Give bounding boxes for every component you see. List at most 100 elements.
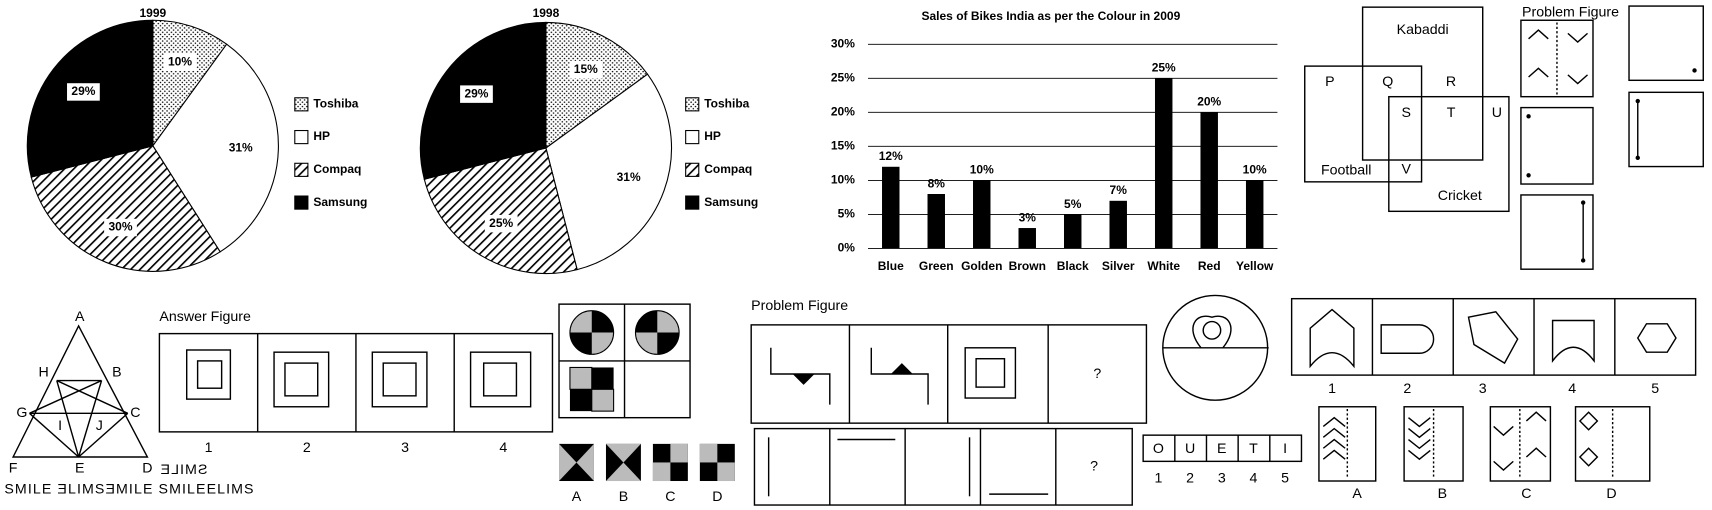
legend-label: Toshiba xyxy=(313,96,358,110)
legend-swatch xyxy=(685,97,700,112)
option-label: C xyxy=(665,489,675,505)
option-label: 2 xyxy=(1403,381,1411,397)
letter-index: 5 xyxy=(1281,471,1289,487)
y-tick-label: 10% xyxy=(831,173,855,187)
option-label: A xyxy=(572,489,582,505)
region-label: R xyxy=(1446,74,1456,90)
value-label: 25% xyxy=(489,216,513,230)
legend-swatch xyxy=(685,162,700,177)
legend-swatch xyxy=(685,129,700,145)
pie-slice xyxy=(152,43,279,253)
pie-slice xyxy=(152,19,228,148)
venn: Kabaddi Football Cricket P Q R S T U V xyxy=(1304,6,1510,213)
legend-label: HP xyxy=(704,129,721,143)
value-label: 25% xyxy=(1152,61,1176,75)
label-bg xyxy=(612,169,645,187)
value-label: 7% xyxy=(1110,183,1128,197)
set-label: Football xyxy=(1321,163,1371,179)
option-label: D xyxy=(1606,486,1616,502)
letter-index: 1 xyxy=(1154,471,1162,487)
option-label: 4 xyxy=(1568,381,1576,397)
label-bg xyxy=(224,139,258,158)
set-label: Cricket xyxy=(1438,188,1482,204)
pie-slice xyxy=(423,147,578,275)
x-tick-label: Brown xyxy=(1009,259,1046,273)
pie-slice xyxy=(30,145,221,272)
option-label: 3 xyxy=(1479,381,1487,397)
option-label: 1 xyxy=(205,440,213,456)
letter-index: 4 xyxy=(1249,471,1257,487)
bar xyxy=(1245,180,1264,249)
x-tick-label: Silver xyxy=(1102,259,1135,273)
region-label: P xyxy=(1325,74,1334,90)
shape-puzzle: 1 2 3 4 5 xyxy=(1290,297,1697,397)
legend-swatch xyxy=(294,195,309,210)
vertex-label: J xyxy=(96,418,103,434)
region-label: S xyxy=(1402,105,1411,121)
section-title: Answer Figure xyxy=(159,309,251,325)
value-label: 29% xyxy=(464,86,488,100)
value-label: 31% xyxy=(617,170,641,184)
vertex-label: G xyxy=(16,405,27,421)
option-label: 4 xyxy=(499,440,507,456)
bar xyxy=(1063,214,1082,249)
bar xyxy=(1154,78,1173,249)
bar xyxy=(882,166,900,249)
x-tick-label: Yellow xyxy=(1236,259,1274,273)
value-label: 15% xyxy=(574,62,598,76)
pie-slice xyxy=(545,21,649,150)
value-label: 20% xyxy=(1197,95,1221,109)
region-label: T xyxy=(1447,105,1456,121)
letter-index: 3 xyxy=(1218,471,1226,487)
legend-label: Compaq xyxy=(704,162,752,176)
vertex-label: C xyxy=(130,405,140,421)
label-bg xyxy=(67,83,100,101)
value-label: 8% xyxy=(928,176,946,190)
region-label: Q xyxy=(1382,74,1393,90)
value-label: 3% xyxy=(1019,210,1037,224)
charts: 1999 10% Toshiba 31% HP 30% Compaq 29% Samsung 19… xyxy=(26,6,1278,275)
option-label: D xyxy=(712,489,722,505)
value-label: 10% xyxy=(168,54,192,68)
chart-title: Sales of Bikes India as per the Colour i… xyxy=(922,9,1181,23)
problem-figure-top: Problem Figure xyxy=(1520,4,1704,270)
vertex-label: D xyxy=(142,461,152,477)
set-label: Kabaddi xyxy=(1397,22,1449,38)
football-set xyxy=(1304,65,1423,183)
value-label: 5% xyxy=(1064,197,1082,211)
option-label: C xyxy=(1521,486,1531,502)
kabaddi-set xyxy=(1361,6,1484,161)
option-label: 2 xyxy=(303,440,311,456)
figure-box xyxy=(1628,91,1704,168)
label-bg xyxy=(484,214,518,233)
option-label: B xyxy=(619,489,628,505)
value-label: 29% xyxy=(71,84,95,98)
vertex-label: H xyxy=(39,365,49,381)
option-label: B xyxy=(1438,486,1447,502)
x-tick-label: Golden xyxy=(961,259,1002,273)
legend-swatch xyxy=(294,97,309,112)
x-tick-label: Black xyxy=(1057,259,1089,273)
cricket-set xyxy=(1388,95,1510,213)
problem-figure: Problem Figure ? ? xyxy=(750,294,1269,506)
figure-box xyxy=(1628,5,1704,82)
value-label: 31% xyxy=(229,141,253,155)
vertex-label: F xyxy=(9,461,18,477)
x-tick-label: White xyxy=(1147,259,1180,273)
chevron-options: A B C D xyxy=(1318,406,1651,502)
legend-label: Compaq xyxy=(313,162,361,176)
vertex-label: E xyxy=(75,461,84,477)
label-bg xyxy=(104,218,137,237)
option-label: 1 xyxy=(1328,381,1336,397)
bar xyxy=(973,180,991,249)
x-tick-label: Green xyxy=(919,259,954,273)
bar xyxy=(927,194,945,249)
figure-box xyxy=(1520,106,1594,185)
triangle-puzzle: A H B G I J C F E D SMILE SMILE ƎLIMSƎMI… xyxy=(4,309,253,498)
figure-box xyxy=(1520,194,1594,270)
legend-label: HP xyxy=(313,129,330,143)
y-tick-label: 30% xyxy=(831,36,855,50)
value-label: 12% xyxy=(879,149,903,163)
vertex-label: I xyxy=(58,418,62,434)
